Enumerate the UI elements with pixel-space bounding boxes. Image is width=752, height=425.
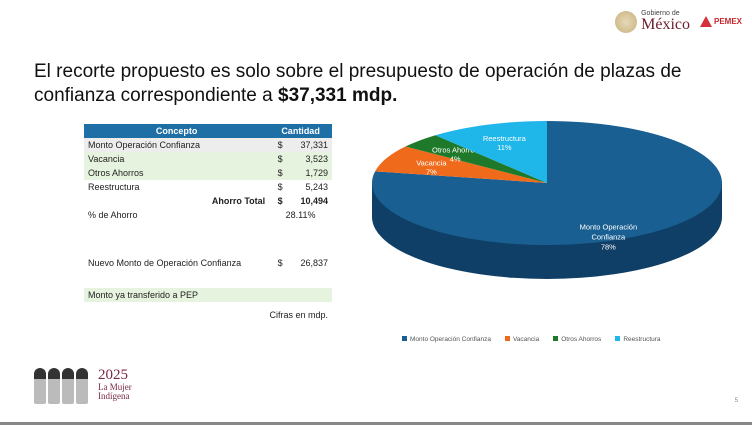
row-value: 1,729 bbox=[291, 166, 332, 180]
title-text: El recorte propuesto es solo sobre el pr… bbox=[34, 61, 682, 106]
row-currency: $ bbox=[269, 152, 292, 166]
pct-value: 28.11% bbox=[285, 210, 316, 220]
pie-slice-2 bbox=[405, 135, 547, 183]
row-label: Monto Operación Confianza bbox=[84, 138, 270, 152]
chart-legend: Monto Operación Confianza Vacancia Otros… bbox=[402, 336, 661, 343]
gob-big: México bbox=[641, 16, 690, 33]
units-note: Cifras en mdp. bbox=[269, 310, 328, 320]
table-row: Monto Operación Confianza $37,331 bbox=[84, 138, 332, 152]
header-concepto: Concepto bbox=[84, 124, 270, 138]
row-label: Vacancia bbox=[84, 152, 270, 166]
row-currency: $ bbox=[269, 166, 292, 180]
pie-slice-1 bbox=[375, 146, 547, 183]
legend-item: Otros Ahorros bbox=[553, 336, 601, 343]
pie-label-0: Monto Operación Confianza 78% bbox=[580, 222, 638, 251]
pie-label-3: Reestructura 11% bbox=[483, 134, 527, 152]
year: 2025 bbox=[98, 366, 128, 383]
legend-label: Monto Operación Confianza bbox=[410, 336, 491, 343]
row-value: 37,331 bbox=[291, 138, 332, 152]
nuevo-label: Nuevo Monto de Operación Confianza bbox=[88, 258, 242, 268]
page-number: 5 bbox=[734, 398, 738, 404]
legend-item: Vacancia bbox=[504, 336, 540, 343]
gob-small: Gobierno de bbox=[641, 10, 680, 17]
table-row: Reestructura $5,243 bbox=[84, 180, 332, 194]
transferido-row: Monto ya transferido a PEP bbox=[84, 288, 332, 302]
table-row: Vacancia $3,523 bbox=[84, 152, 332, 166]
legend-item: Reestructura bbox=[615, 336, 661, 343]
slide-title: El recorte propuesto es solo sobre el pr… bbox=[34, 60, 714, 108]
gobierno-logo: Gobierno de México bbox=[615, 10, 690, 33]
nuevo-currency: $ bbox=[277, 258, 283, 268]
legend-swatch bbox=[402, 336, 407, 341]
legend-label: Vacancia bbox=[512, 336, 540, 343]
title-amount: $37,331 mdp. bbox=[278, 85, 398, 106]
row-value: 3,523 bbox=[291, 152, 332, 166]
pct-row: % de Ahorro 28.11% bbox=[84, 208, 332, 222]
legend-swatch bbox=[615, 336, 621, 341]
women-illustration-icon bbox=[34, 364, 92, 404]
row-value: 5,243 bbox=[305, 182, 328, 192]
pemex-icon bbox=[699, 16, 712, 27]
header-cantidad: Cantidad bbox=[269, 124, 332, 138]
pie-label-2: Otros Ahorros 4% bbox=[432, 145, 479, 163]
mujer-line1: La Mujer bbox=[98, 381, 132, 392]
legend-item: Monto Operación Confianza bbox=[402, 336, 491, 343]
pct-label: % de Ahorro bbox=[88, 210, 138, 220]
transferido-label: Monto ya transferido a PEP bbox=[84, 288, 332, 302]
mujer-indigena-logo: 2025 La Mujer Indígena bbox=[34, 364, 132, 404]
nuevo-value: 26,837 bbox=[300, 258, 328, 268]
pie-label-1: Vacancia 7% bbox=[416, 158, 447, 176]
budget-table: Concepto Cantidad Monto Operación Confian… bbox=[84, 124, 332, 322]
row-currency: $ bbox=[277, 182, 283, 192]
row-currency: $ bbox=[269, 138, 292, 152]
pie-slice-3 bbox=[435, 121, 547, 183]
total-label: Ahorro Total bbox=[211, 196, 266, 206]
pemex-text: PEMEX bbox=[713, 17, 742, 26]
legend-label: Reestructura bbox=[623, 336, 661, 343]
row-label: Otros Ahorros bbox=[84, 166, 270, 180]
pemex-logo: PEMEX bbox=[699, 16, 742, 27]
row-label: Reestructura bbox=[88, 182, 140, 192]
table-row: Otros Ahorros $1,729 bbox=[84, 166, 332, 180]
total-value: 10,494 bbox=[300, 196, 328, 206]
seal-icon bbox=[615, 10, 638, 33]
logos: Gobierno de México PEMEX bbox=[615, 10, 742, 33]
mujer-line2: Indígena bbox=[98, 390, 130, 401]
total-currency: $ bbox=[277, 196, 283, 206]
legend-label: Otros Ahorros bbox=[561, 336, 602, 343]
legend-swatch bbox=[504, 336, 510, 341]
legend-swatch bbox=[553, 336, 559, 341]
nuevo-row: Nuevo Monto de Operación Confianza $26,83… bbox=[84, 256, 332, 270]
total-row: Ahorro Total $10,494 bbox=[84, 194, 332, 208]
